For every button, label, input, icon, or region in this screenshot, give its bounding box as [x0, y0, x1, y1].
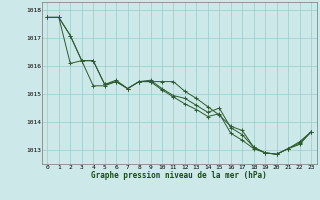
X-axis label: Graphe pression niveau de la mer (hPa): Graphe pression niveau de la mer (hPa) — [91, 171, 267, 180]
